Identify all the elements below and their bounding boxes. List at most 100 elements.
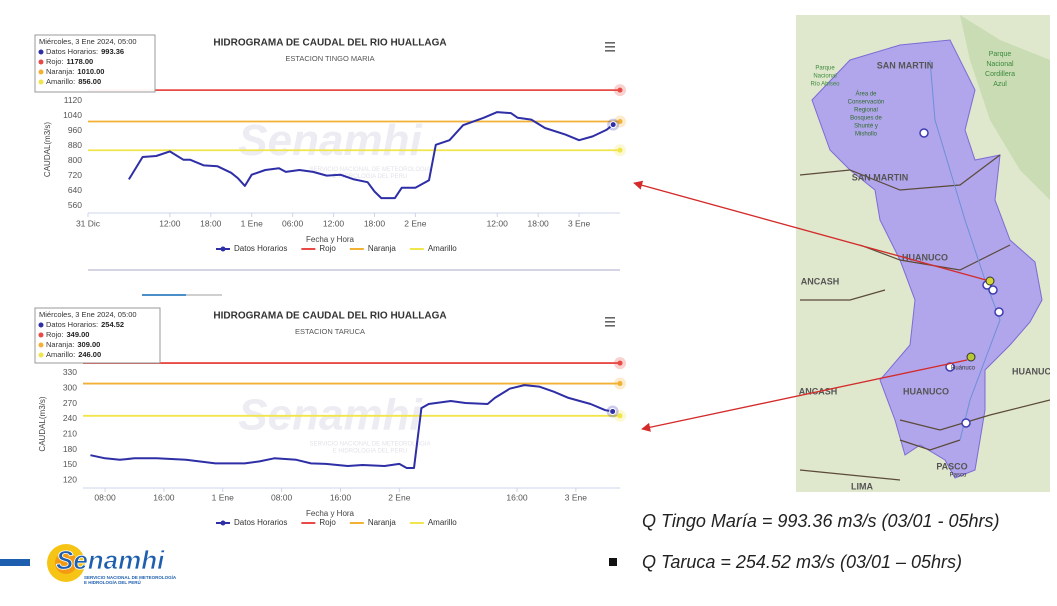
tooltip-bullet	[38, 322, 44, 328]
station-taruca	[966, 352, 976, 362]
watermark-subtitle: E HIDROLOGIA DEL PERU	[333, 449, 407, 455]
map-label: Nacional	[986, 61, 1014, 68]
x-tick-label: 1 Ene	[241, 218, 263, 228]
note: Q Tingo María = 993.36 m3/s (03/01 - 05h…	[642, 511, 1000, 531]
watermark: Senamhi	[238, 116, 422, 165]
threshold-marker	[617, 360, 623, 366]
tooltip-label: Naranja:	[46, 67, 74, 76]
arrow	[641, 359, 968, 432]
y-tick-label: 210	[63, 428, 77, 438]
tooltip-value: 856.00	[78, 77, 101, 86]
map-label: Cordillera	[985, 71, 1015, 78]
x-tick-label: 2 Ene	[388, 492, 410, 502]
map-label: Regional	[854, 108, 878, 114]
menu-icon-bar	[605, 50, 615, 52]
menu-icon-bar	[605, 317, 615, 319]
threshold-marker	[617, 381, 623, 387]
y-tick-label: 270	[63, 398, 77, 408]
tooltip-box	[34, 34, 156, 93]
logo-name: Senamhi	[56, 545, 165, 575]
map-label: Nacional	[813, 74, 836, 80]
watermark-subtitle: E HIDROLOGIA DEL PERU	[333, 174, 407, 180]
logo-subtitle: SERVICIO NACIONAL DE METEOROLOGÍA	[84, 573, 177, 580]
threshold-marker	[617, 147, 623, 153]
x-tick-label: 16:00	[330, 492, 352, 502]
station	[961, 418, 971, 428]
map-label: HUANUCO	[903, 386, 949, 396]
arrow	[633, 180, 987, 281]
x-tick-label: 3 Ene	[565, 492, 587, 502]
map-label: HUANUCO	[1012, 366, 1057, 376]
watermark-subtitle: SERVICIO NACIONAL DE METEOROLOGIA	[309, 442, 430, 448]
tooltip-label: Amarillo:	[46, 77, 75, 86]
tooltip-bullet	[38, 49, 44, 55]
data-line	[128, 111, 614, 200]
map-label: PASCO	[936, 461, 967, 471]
x-axis-label: Fecha y Hora	[306, 509, 355, 518]
threshold-marker	[617, 87, 623, 93]
x-tick-label: 31 Dic	[76, 218, 101, 228]
map-label: Área de	[855, 91, 877, 98]
tooltip-bullet	[38, 79, 44, 85]
tooltip-box	[34, 307, 161, 364]
map-label: SAN MARTIN	[877, 60, 934, 70]
station-tingo-maria	[985, 276, 995, 286]
tooltip-label: Rojo:	[46, 330, 64, 339]
x-tick-label: 08:00	[94, 492, 116, 502]
x-tick-label: 18:00	[364, 218, 386, 228]
y-tick-label: 800	[68, 155, 82, 165]
tooltip-bullet	[38, 59, 44, 65]
map-label: Parque	[815, 66, 835, 72]
x-tick-label: 12:00	[159, 218, 181, 228]
logo-subtitle: E HIDROLOGÍA DEL PERÚ	[84, 578, 141, 585]
legend-item: Rojo	[301, 244, 336, 253]
legend-label: Amarillo	[428, 244, 457, 253]
map-label: Mishollo	[855, 132, 878, 138]
park-area	[960, 15, 1050, 200]
map-label: Huánuco	[951, 366, 976, 372]
tooltip-value: 254.52	[101, 320, 124, 329]
menu-icon-bar	[605, 42, 615, 44]
legend-item: Rojo	[301, 518, 336, 527]
basin	[811, 39, 1043, 479]
station	[919, 128, 929, 138]
x-tick-label: 3 Ene	[568, 218, 590, 228]
tooltip-bullet	[38, 352, 44, 358]
legend-item: Naranja	[349, 244, 397, 253]
legend-label: Naranja	[368, 244, 397, 253]
x-tick-label: 18:00	[528, 218, 550, 228]
legend-item: Amarillo	[409, 244, 457, 253]
x-tick-label: 16:00	[153, 492, 175, 502]
legend-label: Rojo	[319, 244, 336, 253]
legend-item: Naranja	[349, 518, 397, 527]
legend-dot	[220, 520, 226, 526]
map: SAN MARTIN Parque Nacional Cordillera Azul Pa…	[796, 15, 1057, 492]
menu-icon-bar	[605, 325, 615, 327]
legend-label: Naranja	[368, 518, 397, 527]
legend-item: Amarillo	[409, 518, 457, 527]
map-label: Río Abiseo	[810, 82, 840, 88]
chart-title: HIDROGRAMA DE CAUDAL DEL RIO HUALLAGA	[213, 311, 446, 322]
y-tick-label: 960	[68, 125, 82, 135]
map-label: Conservación	[848, 100, 885, 106]
tooltip-label: Datos Horarios:	[46, 47, 98, 56]
hover-point	[609, 121, 617, 129]
x-tick-label: 16:00	[506, 492, 528, 502]
menu-icon-bar	[605, 321, 615, 323]
menu-icon-bar	[605, 46, 615, 48]
x-tick-label: 1 Ene	[212, 492, 234, 502]
y-tick-label: 1120	[64, 95, 83, 105]
x-tick-label: 12:00	[323, 218, 345, 228]
tooltip-label: Naranja:	[46, 340, 74, 349]
tooltip-value: 309.00	[77, 340, 100, 349]
y-tick-label: 330	[63, 367, 77, 377]
map-label: SAN MARTIN	[852, 172, 909, 182]
y-tick-label: 1040	[63, 110, 82, 120]
